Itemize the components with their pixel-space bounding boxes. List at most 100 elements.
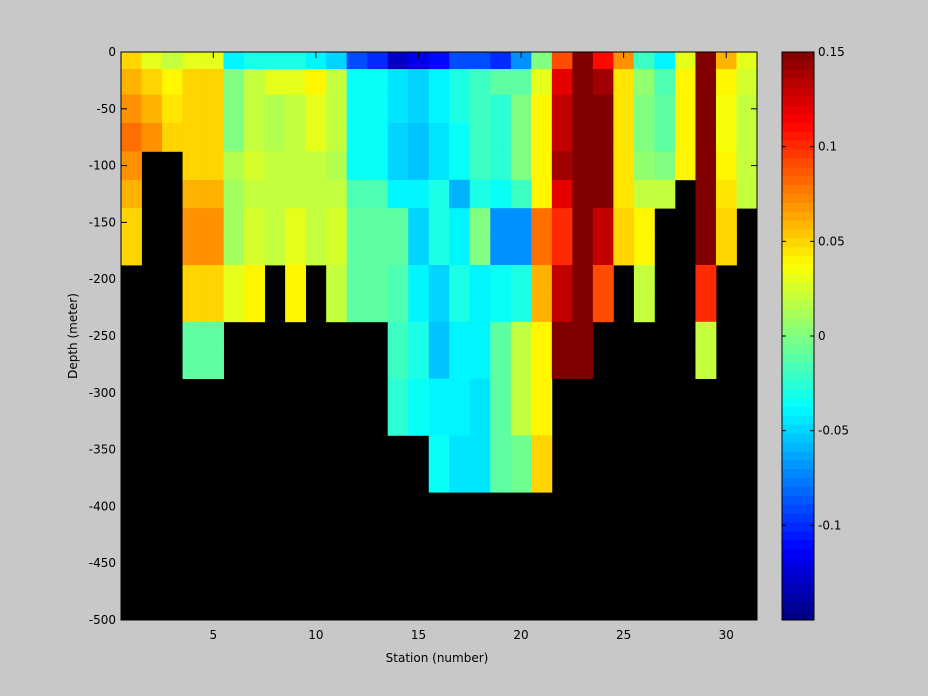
heatmap-cell [182, 321, 204, 351]
x-tick-label: 5 [210, 628, 218, 642]
heatmap-cell [449, 350, 471, 379]
colorbar-segment [782, 167, 814, 177]
heatmap-cell [223, 236, 245, 266]
x-tick-label: 15 [411, 628, 426, 642]
heatmap-cell [387, 321, 409, 351]
colorbar-segment [782, 185, 814, 195]
heatmap-cell [531, 265, 553, 294]
heatmap-cell [736, 69, 758, 95]
heatmap-cell [715, 179, 737, 209]
heatmap-cell [572, 236, 594, 266]
heatmap-cell [674, 151, 696, 181]
heatmap-cell [449, 179, 471, 209]
colorbar-segment [782, 504, 814, 515]
heatmap-cell [531, 463, 553, 493]
heatmap-cell [592, 52, 614, 70]
heatmap-cell [572, 69, 594, 95]
heatmap-cell [428, 179, 450, 209]
heatmap-cell [305, 208, 327, 237]
heatmap-cell [408, 293, 430, 323]
colorbar-segment [782, 371, 814, 381]
heatmap-cell [449, 265, 471, 294]
heatmap-cell [121, 52, 142, 70]
colorbar-segment [782, 273, 814, 284]
heatmap-cell [203, 265, 224, 294]
heatmap-cell [551, 179, 573, 209]
heatmap-cell [469, 179, 491, 209]
heatmap-cell [572, 123, 594, 152]
heatmap-cell [408, 179, 430, 209]
heatmap-cell [223, 208, 245, 237]
heatmap-cell [387, 350, 409, 379]
heatmap-cell [428, 94, 450, 124]
heatmap-cell [510, 69, 532, 95]
heatmap-cell [551, 236, 573, 266]
colorbar-segment [782, 407, 814, 417]
heatmap-cell [305, 69, 327, 95]
heatmap-cell [572, 52, 594, 70]
heatmap-cell [428, 350, 450, 379]
heatmap-cell [285, 94, 307, 124]
heatmap-cell [285, 236, 307, 266]
heatmap-cell [264, 52, 286, 70]
heatmap-cell [531, 236, 553, 266]
y-tick-label: -400 [89, 499, 116, 513]
heatmap-cell [408, 208, 430, 237]
heatmap-cell [285, 265, 307, 294]
heatmap-cell [223, 69, 245, 95]
heatmap-cell [326, 69, 348, 95]
heatmap-cell [572, 265, 594, 294]
colorbar-segment [782, 531, 814, 541]
heatmap-cell [449, 463, 471, 493]
colorbar-segment [782, 229, 814, 239]
colorbar-segment [782, 211, 814, 222]
heatmap-cell [490, 407, 512, 436]
heatmap-cell [203, 94, 224, 124]
colorbar-segment [782, 149, 814, 160]
heatmap-cell [162, 52, 183, 70]
heatmap-cell [490, 208, 512, 237]
plot-area [121, 52, 758, 620]
heatmap-cell [592, 123, 614, 152]
heatmap-cell [408, 265, 430, 294]
heatmap-cell [223, 179, 245, 209]
heatmap-cell [592, 179, 614, 209]
heatmap-cell [367, 69, 389, 95]
heatmap-cells [121, 52, 758, 493]
y-axis-label: Depth (meter) [66, 293, 80, 379]
heatmap-cell [141, 52, 163, 70]
heatmap-cell [490, 123, 512, 152]
heatmap-cell [592, 151, 614, 181]
heatmap-cell [449, 69, 471, 95]
heatmap-cell [121, 208, 142, 237]
heatmap-cell [428, 52, 450, 70]
heatmap-cell [715, 123, 737, 152]
heatmap-cell [551, 69, 573, 95]
heatmap-cell [613, 208, 635, 237]
heatmap-cell [285, 151, 307, 181]
heatmap-cell [572, 208, 594, 237]
colorbar-tick-label: -0.05 [818, 424, 849, 438]
heatmap-cell [203, 179, 224, 209]
heatmap-cell [551, 208, 573, 237]
heatmap-cell [510, 208, 532, 237]
colorbar-segment [782, 344, 814, 355]
heatmap-cell [244, 179, 266, 209]
heatmap-cell [408, 236, 430, 266]
heatmap-cell [736, 94, 758, 124]
heatmap-cell [736, 52, 758, 70]
heatmap-cell [387, 378, 409, 408]
heatmap-cell [162, 123, 183, 152]
colorbar-segment [782, 87, 814, 97]
heatmap-cell [346, 123, 368, 152]
heatmap-cell [510, 293, 532, 323]
heatmap-cell [346, 52, 368, 70]
heatmap-cell [695, 151, 717, 181]
heatmap-cell [633, 52, 655, 70]
colorbar-segment [782, 584, 814, 594]
heatmap-cell [490, 265, 512, 294]
heatmap-cell [326, 123, 348, 152]
heatmap-cell [490, 435, 512, 465]
heatmap-cell [449, 435, 471, 465]
heatmap-cell [141, 123, 163, 152]
